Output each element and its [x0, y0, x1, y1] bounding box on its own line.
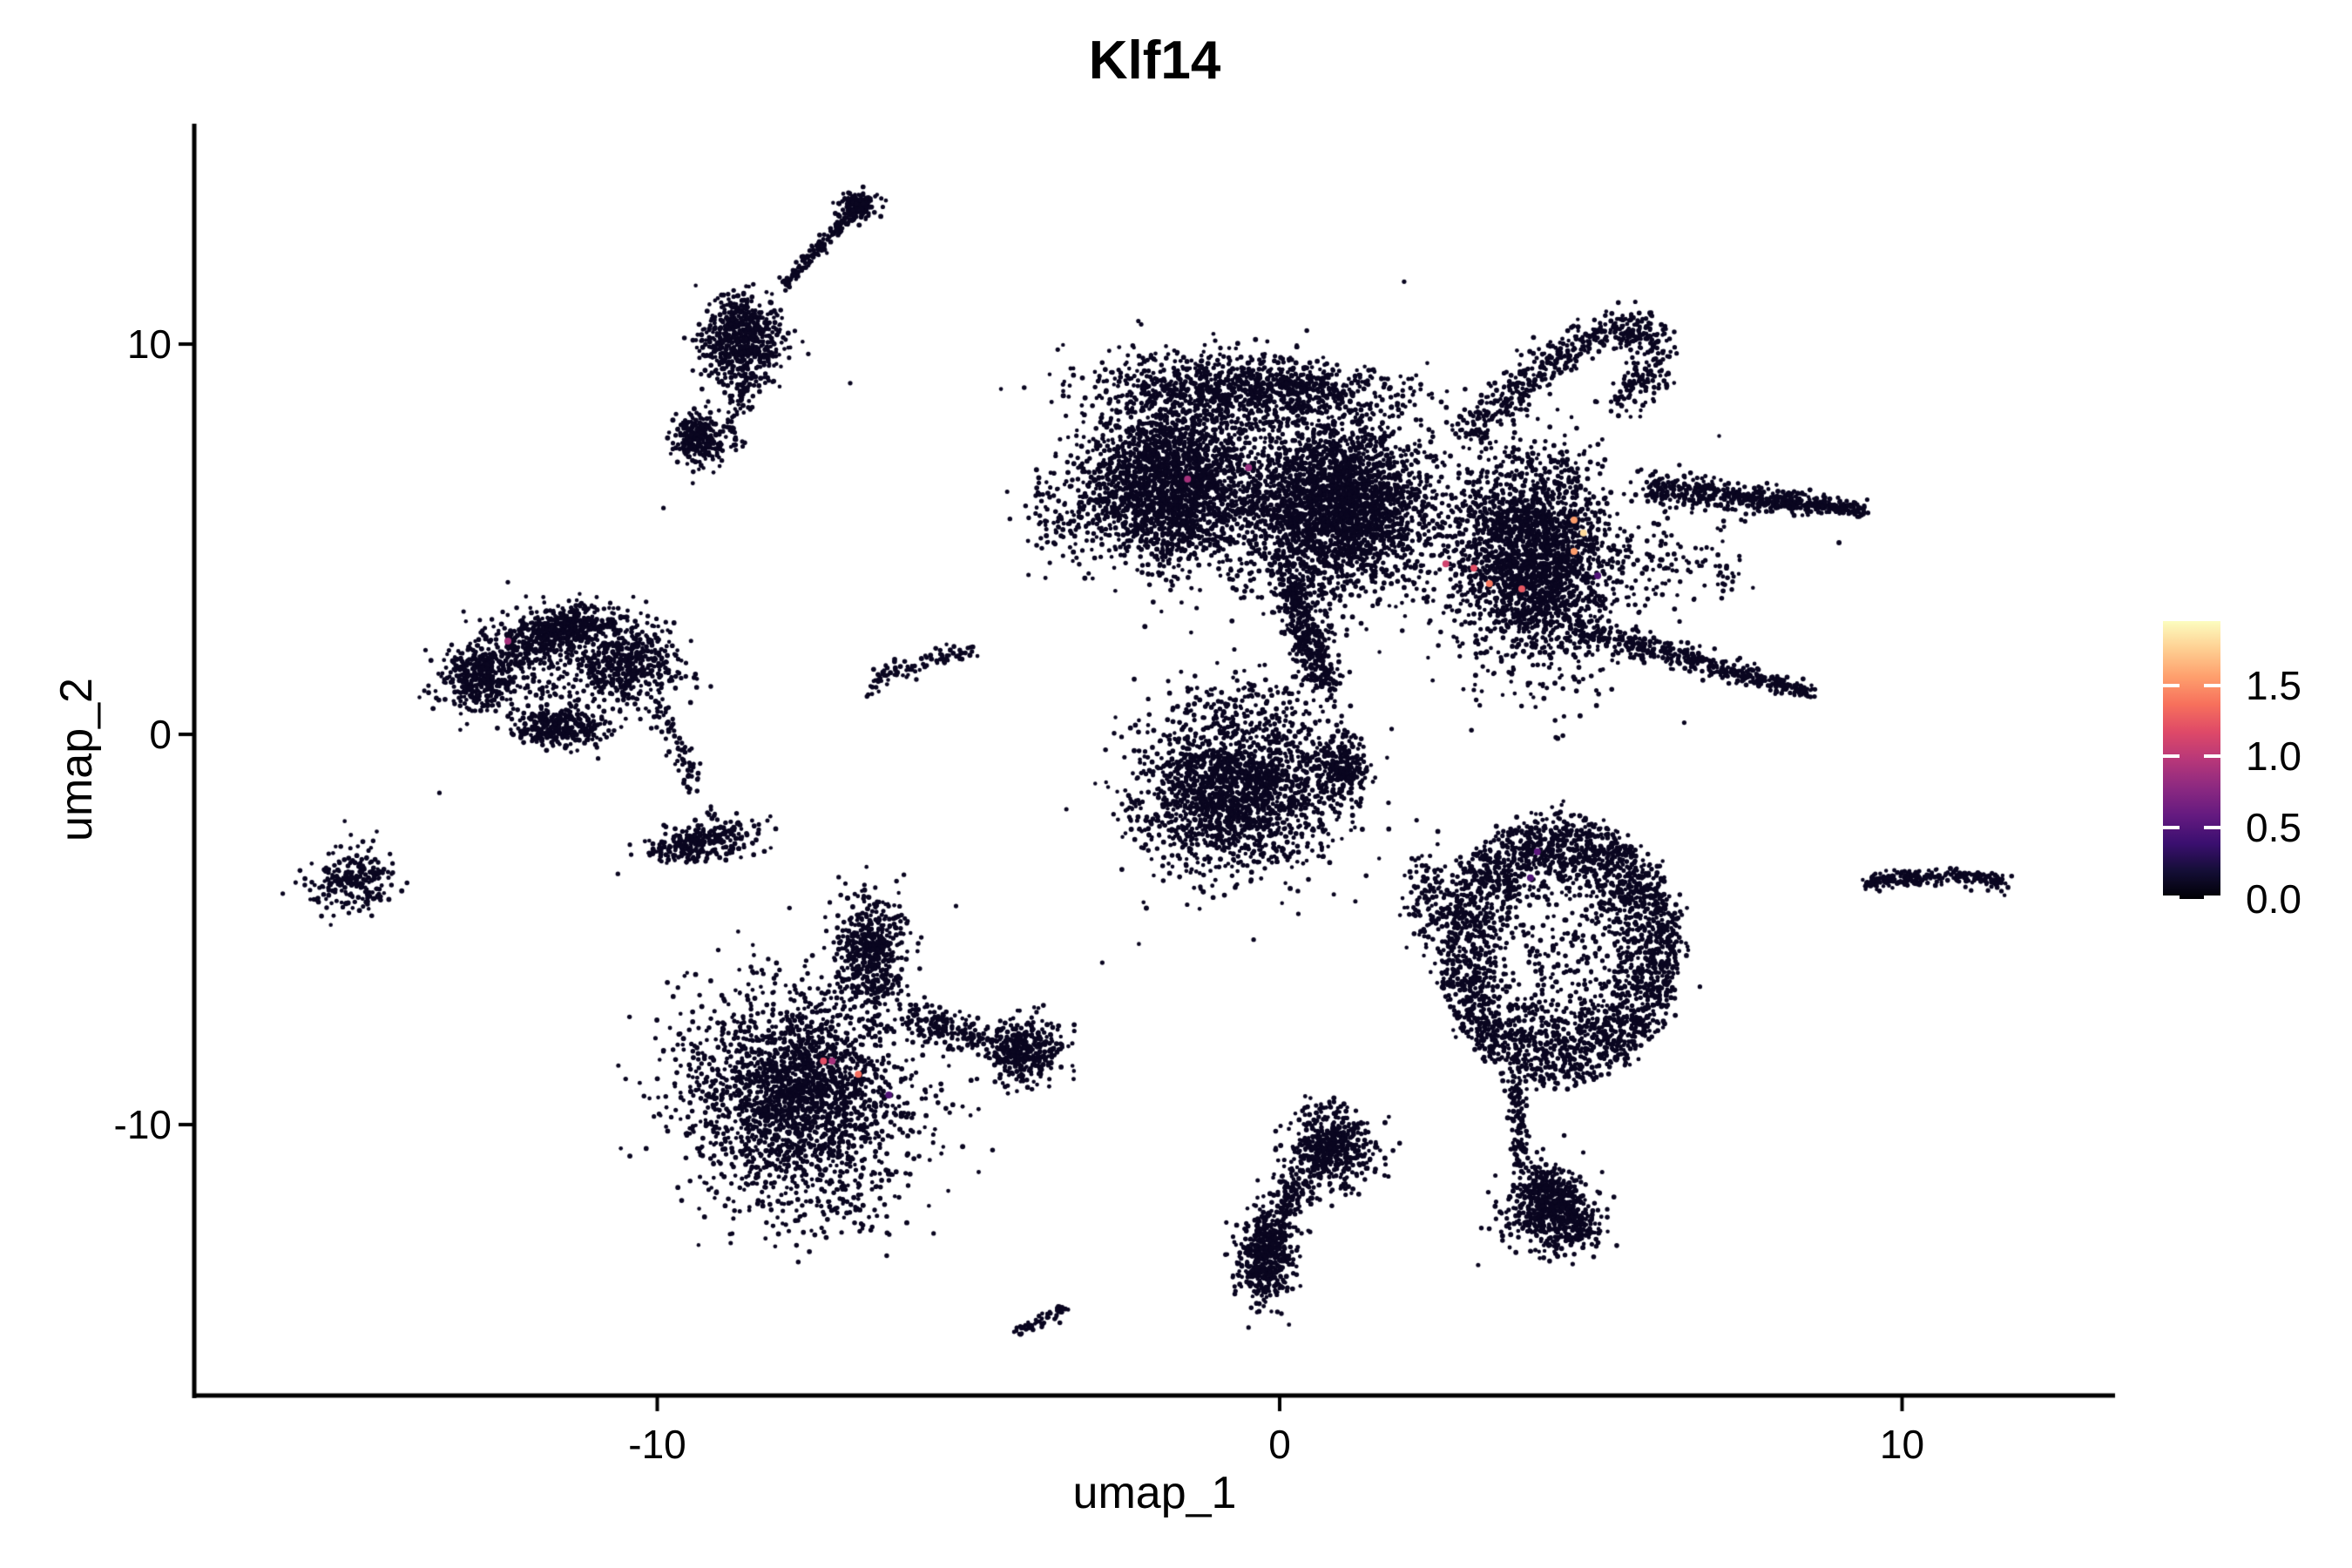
colorbar-tickmark: [2204, 683, 2220, 687]
y-axis-title: umap_2: [51, 678, 102, 841]
colorbar-tick-label: 0.0: [2246, 876, 2301, 922]
colorbar-gradient: [2163, 621, 2220, 899]
colorbar-tick-label: 1.5: [2246, 662, 2301, 708]
colorbar-tick-label: 0.5: [2246, 805, 2301, 851]
colorbar-tickmark: [2204, 754, 2220, 759]
colorbar-tickmark: [2163, 683, 2180, 687]
colorbar-tickmark: [2163, 826, 2180, 830]
colorbar-tickmark: [2204, 826, 2220, 830]
x-axis-title: umap_1: [1072, 1468, 1237, 1518]
colorbar-tick-label: 1.0: [2246, 733, 2301, 780]
colorbar-tickmark: [2163, 896, 2180, 899]
y-tick-label: 10: [126, 321, 172, 367]
colorbar-tickmark: [2204, 896, 2220, 899]
y-tick-label: -10: [113, 1102, 172, 1147]
colorbar-tickmark: [2163, 754, 2180, 759]
x-tick-label: -10: [628, 1422, 686, 1467]
x-tick-label: 0: [1268, 1422, 1291, 1467]
plot-title: Klf14: [1088, 30, 1221, 91]
y-tick-label: 0: [149, 712, 172, 757]
x-tick-label: 10: [1879, 1422, 1925, 1467]
